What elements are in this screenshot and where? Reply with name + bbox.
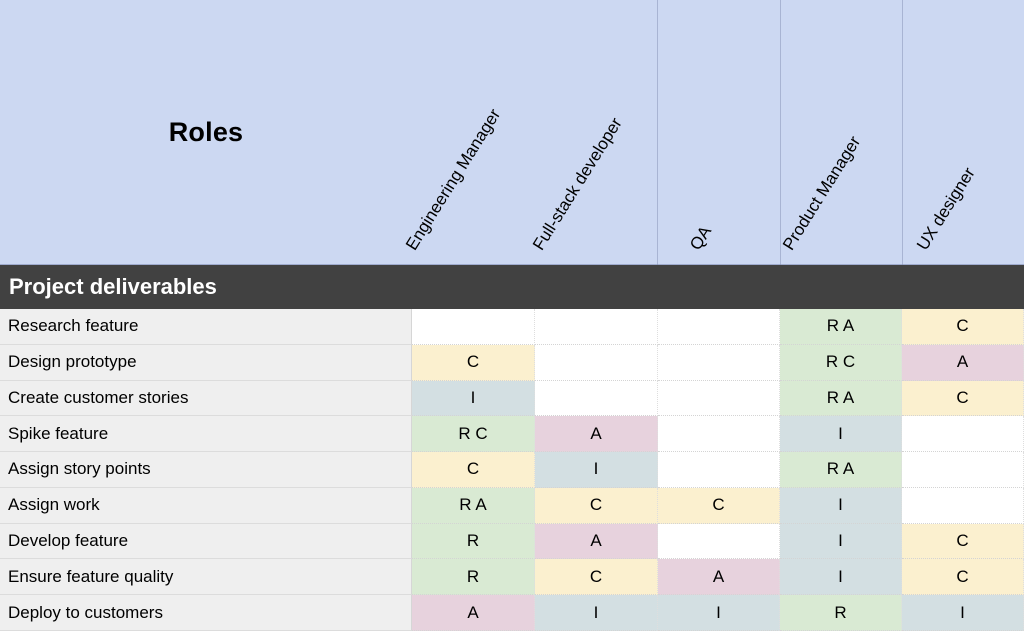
table-row: Develop feature R A I C bbox=[0, 523, 1024, 560]
column-header-full-stack-developer[interactable]: Full-stack developer bbox=[529, 114, 626, 254]
raci-cell[interactable]: I bbox=[780, 416, 902, 453]
row-label-design-prototype[interactable]: Design prototype bbox=[0, 344, 412, 381]
section-title: Project deliverables bbox=[9, 274, 217, 299]
raci-cell[interactable] bbox=[535, 380, 658, 417]
column-header-product-manager[interactable]: Product Manager bbox=[779, 132, 865, 254]
roles-header-band: Roles Engineering Manager Full-stack dev… bbox=[0, 0, 1024, 265]
raci-cell[interactable]: I bbox=[902, 595, 1024, 631]
raci-grid: Research feature R A C Design prototype … bbox=[0, 309, 1024, 631]
column-header-engineering-manager[interactable]: Engineering Manager bbox=[402, 105, 505, 254]
column-header-ux-designer[interactable]: UX designer bbox=[913, 164, 979, 254]
row-label-ensure-feature-quality[interactable]: Ensure feature quality bbox=[0, 559, 412, 596]
raci-cell[interactable] bbox=[902, 487, 1024, 524]
raci-cell[interactable] bbox=[658, 523, 780, 560]
section-header-project-deliverables[interactable]: Project deliverables bbox=[0, 265, 1024, 309]
raci-cell[interactable]: R A bbox=[780, 452, 902, 488]
raci-cell[interactable]: C bbox=[902, 523, 1024, 560]
raci-cell[interactable]: R A bbox=[780, 380, 902, 417]
raci-cell[interactable]: A bbox=[902, 344, 1024, 381]
raci-cell[interactable]: R bbox=[780, 595, 902, 631]
column-header-qa[interactable]: QA bbox=[686, 222, 716, 254]
raci-cell[interactable]: C bbox=[535, 559, 658, 596]
raci-cell[interactable]: R bbox=[412, 523, 535, 560]
raci-cell[interactable] bbox=[535, 344, 658, 381]
raci-cell[interactable]: R A bbox=[780, 309, 902, 345]
raci-cell[interactable] bbox=[658, 452, 780, 488]
raci-cell[interactable] bbox=[412, 309, 535, 345]
raci-cell[interactable]: C bbox=[412, 452, 535, 488]
raci-cell[interactable]: C bbox=[902, 559, 1024, 596]
raci-cell[interactable]: R C bbox=[780, 344, 902, 381]
raci-cell[interactable] bbox=[902, 452, 1024, 488]
raci-cell[interactable]: C bbox=[902, 309, 1024, 345]
table-row: Create customer stories I R A C bbox=[0, 380, 1024, 417]
table-row: Deploy to customers A I I R I bbox=[0, 595, 1024, 631]
raci-cell[interactable]: I bbox=[780, 487, 902, 524]
column-divider bbox=[780, 0, 781, 265]
table-row: Assign work R A C C I bbox=[0, 487, 1024, 524]
row-label-create-customer-stories[interactable]: Create customer stories bbox=[0, 380, 412, 417]
raci-cell[interactable] bbox=[658, 309, 780, 345]
column-divider bbox=[902, 0, 903, 265]
raci-cell[interactable]: A bbox=[658, 559, 780, 596]
raci-cell[interactable]: I bbox=[780, 559, 902, 596]
row-label-assign-story-points[interactable]: Assign story points bbox=[0, 452, 412, 488]
column-divider bbox=[657, 0, 658, 265]
raci-cell[interactable]: I bbox=[412, 380, 535, 417]
table-row: Assign story points C I R A bbox=[0, 452, 1024, 488]
raci-cell[interactable]: C bbox=[535, 487, 658, 524]
raci-cell[interactable]: C bbox=[902, 380, 1024, 417]
roles-header-cell[interactable]: Roles bbox=[168, 117, 244, 147]
raci-cell[interactable]: A bbox=[535, 523, 658, 560]
table-row: Spike feature R C A I bbox=[0, 416, 1024, 453]
raci-cell[interactable] bbox=[535, 309, 658, 345]
row-label-spike-feature[interactable]: Spike feature bbox=[0, 416, 412, 453]
raci-cell[interactable] bbox=[658, 416, 780, 453]
raci-cell[interactable]: C bbox=[658, 487, 780, 524]
raci-cell[interactable]: R C bbox=[412, 416, 535, 453]
row-label-research-feature[interactable]: Research feature bbox=[0, 309, 412, 345]
table-row: Research feature R A C bbox=[0, 309, 1024, 345]
table-row: Ensure feature quality R C A I C bbox=[0, 559, 1024, 596]
raci-cell[interactable]: A bbox=[535, 416, 658, 453]
raci-cell[interactable] bbox=[902, 416, 1024, 453]
raci-cell[interactable]: I bbox=[780, 523, 902, 560]
raci-cell[interactable]: I bbox=[658, 595, 780, 631]
raci-cell[interactable]: R bbox=[412, 559, 535, 596]
raci-cell[interactable]: R A bbox=[412, 487, 535, 524]
raci-cell[interactable]: I bbox=[535, 452, 658, 488]
row-label-deploy-to-customers[interactable]: Deploy to customers bbox=[0, 595, 412, 631]
raci-cell[interactable] bbox=[658, 380, 780, 417]
row-label-develop-feature[interactable]: Develop feature bbox=[0, 523, 412, 560]
raci-cell[interactable] bbox=[658, 344, 780, 381]
raci-cell[interactable]: C bbox=[412, 344, 535, 381]
raci-cell[interactable]: I bbox=[535, 595, 658, 631]
raci-cell[interactable]: A bbox=[412, 595, 535, 631]
row-label-assign-work[interactable]: Assign work bbox=[0, 487, 412, 524]
table-row: Design prototype C R C A bbox=[0, 344, 1024, 381]
